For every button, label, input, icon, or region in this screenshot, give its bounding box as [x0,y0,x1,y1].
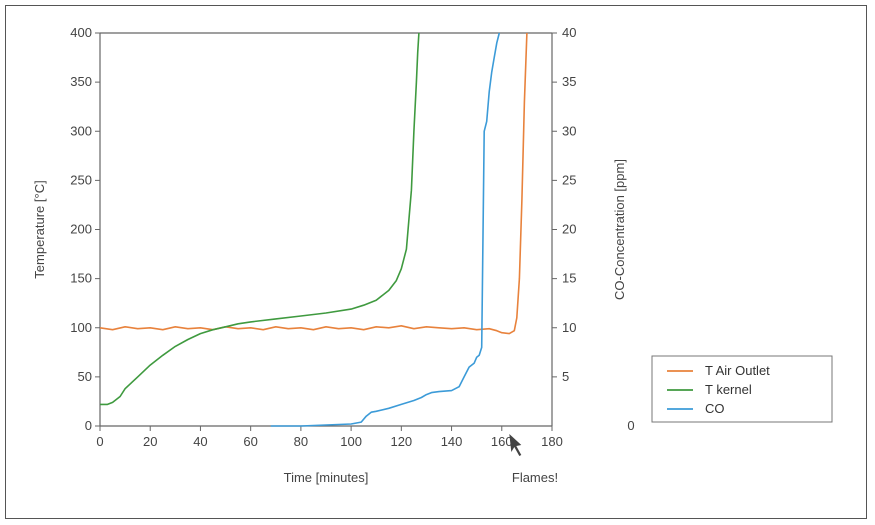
legend-label: CO [705,401,725,416]
legend-label: T Air Outlet [705,363,770,378]
legend-box [651,355,833,423]
x-tick-label: 20 [143,434,157,449]
x-tick-label: 100 [340,434,362,449]
y-left-tick-label: 200 [70,222,92,237]
y-left-tick-label: 350 [70,74,92,89]
y-left-tick-label: 400 [70,25,92,40]
y-axis-left-label: Temperature [°C] [32,180,47,278]
axes: 0 20 40 60 80 100 120 140 160 180 0 50 100 150 200 250 3… [70,25,576,456]
y-left-tick-label: 150 [70,271,92,286]
chart-frame [5,5,867,519]
y-right-tick-label: 5 [562,369,569,384]
y-axis-right-label: CO-Concentration [ppm] [612,159,627,300]
series-line-co [270,32,501,427]
x-tick-label: 160 [491,434,513,449]
legend-zero-label: 0 [627,418,634,433]
x-axis-label: Time [minutes] [284,470,369,485]
y-left-tick-label: 0 [85,418,92,433]
y-right-tick-label: 40 [562,25,576,40]
x-tick-label: 60 [243,434,257,449]
y-left-tick-label: 100 [70,320,92,335]
flames-annotation: Flames! [512,470,558,485]
y-right-tick-label: 35 [562,74,576,89]
x-tick-label: 0 [96,434,103,449]
y-right-tick-label: 30 [562,123,576,138]
y-right-tick-label: 25 [562,172,576,187]
x-tick-label: 120 [390,434,412,449]
flames-arrow-icon [509,434,522,456]
y-left-tick-label: 50 [78,369,92,384]
y-right-tick-label: 20 [562,222,576,237]
x-tick-label: 140 [441,434,463,449]
x-tick-label: 80 [294,434,308,449]
legend-label: T kernel [705,382,752,397]
y-right-tick-label: 15 [562,271,576,286]
x-tick-label: 180 [541,434,563,449]
y-left-tick-label: 250 [70,172,92,187]
y-right-tick-label: 10 [562,320,576,335]
series-lines [99,32,528,427]
y-left-tick-label: 300 [70,123,92,138]
series-line-t-kernel [100,32,420,406]
x-tick-label: 40 [193,434,207,449]
legend: T Air Outlet T kernel CO [651,355,833,423]
series-line-t-air-outlet [99,32,528,335]
